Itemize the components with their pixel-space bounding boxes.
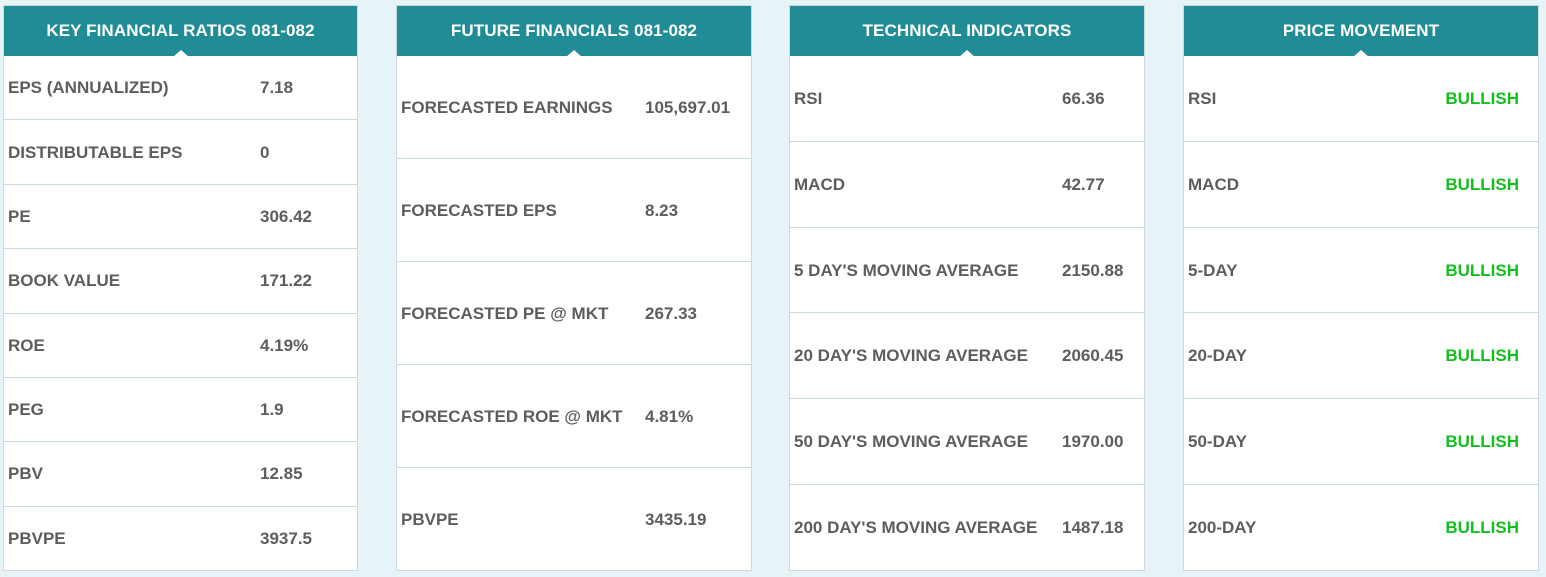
row-value: 4.81% <box>645 406 694 426</box>
list-item: PEG 1.9 <box>4 376 357 441</box>
row-value: 7.18 <box>260 78 294 98</box>
row-label: 50 DAY'S MOVING AVERAGE <box>794 432 1028 452</box>
bullish-status: BULLISH <box>1445 260 1519 280</box>
card-header: TECHNICAL INDICATORS <box>790 6 1144 57</box>
card-title: FUTURE FINANCIALS 081-082 <box>450 21 698 40</box>
row-value: 66.36 <box>1062 88 1105 108</box>
row-label: ROE <box>8 335 45 355</box>
header-notch <box>172 50 189 57</box>
list-item: PBVPE 3435.19 <box>397 467 751 570</box>
list-item: BOOK VALUE 171.22 <box>4 248 357 312</box>
row-label: PBV <box>8 464 43 484</box>
row-label: MACD <box>1188 174 1239 194</box>
row-value: 1487.18 <box>1062 518 1124 538</box>
row-label: 5 DAY'S MOVING AVERAGE <box>794 260 1019 280</box>
card-title: PRICE MOVEMENT <box>1282 21 1440 40</box>
row-label: FORECASTED PE @ MKT <box>401 303 609 323</box>
bullish-status: BULLISH <box>1445 432 1519 452</box>
list-item: RSI 66.36 <box>790 56 1144 141</box>
bullish-status: BULLISH <box>1445 88 1519 108</box>
list-item: 20 DAY'S MOVING AVERAGE 2060.45 <box>790 312 1144 398</box>
list-item: 200-DAY BULLISH <box>1184 484 1538 570</box>
key-financial-ratios-card: KEY FINANCIAL RATIOS 081-082 EPS (ANNUAL… <box>3 5 358 571</box>
list-item: EPS (ANNUALIZED) 7.18 <box>4 56 357 119</box>
card-header: PRICE MOVEMENT <box>1184 6 1538 57</box>
row-label: PE <box>8 206 31 226</box>
card-header: KEY FINANCIAL RATIOS 081-082 <box>4 6 357 57</box>
bullish-status: BULLISH <box>1445 346 1519 366</box>
row-value: 2060.45 <box>1062 346 1124 366</box>
row-label: 200 DAY'S MOVING AVERAGE <box>794 518 1038 538</box>
row-label: PEG <box>8 400 44 420</box>
row-value: 1970.00 <box>1062 432 1124 452</box>
list-item: DISTRIBUTABLE EPS 0 <box>4 119 357 183</box>
list-item: RSI BULLISH <box>1184 56 1538 141</box>
row-label: 20 DAY'S MOVING AVERAGE <box>794 346 1028 366</box>
list-item: 20-DAY BULLISH <box>1184 312 1538 398</box>
list-item: FORECASTED PE @ MKT 267.33 <box>397 261 751 364</box>
list-item: PBV 12.85 <box>4 441 357 505</box>
row-label: PBVPE <box>8 528 66 548</box>
row-value: 306.42 <box>260 206 312 226</box>
list-item: 5 DAY'S MOVING AVERAGE 2150.88 <box>790 226 1144 313</box>
list-item: ROE 4.19% <box>4 312 357 377</box>
row-value: 42.77 <box>1062 174 1105 194</box>
row-value: 3435.19 <box>645 509 707 529</box>
row-label: RSI <box>1188 88 1217 108</box>
row-label: FORECASTED EPS <box>401 200 557 220</box>
future-financials-card: FUTURE FINANCIALS 081-082 FORECASTED EAR… <box>396 5 752 571</box>
technical-indicators-list: RSI 66.36 MACD 42.77 5 DAY'S MOVING AVERAG… <box>790 56 1144 570</box>
list-item: 5-DAY BULLISH <box>1184 226 1538 313</box>
row-label: 50-DAY <box>1188 432 1247 452</box>
row-label: 5-DAY <box>1188 260 1238 280</box>
list-item: PE 306.42 <box>4 183 357 248</box>
row-value: 105,697.01 <box>645 97 731 117</box>
row-label: 20-DAY <box>1188 346 1247 366</box>
row-label: FORECASTED ROE @ MKT <box>401 406 623 426</box>
list-item: 200 DAY'S MOVING AVERAGE 1487.18 <box>790 484 1144 570</box>
list-item: PBVPE 3937.5 <box>4 505 357 570</box>
list-item: 50-DAY BULLISH <box>1184 398 1538 484</box>
row-label: DISTRIBUTABLE EPS <box>8 142 183 162</box>
card-title: TECHNICAL INDICATORS <box>862 21 1072 40</box>
row-label: PBVPE <box>401 509 459 529</box>
list-item: MACD 42.77 <box>790 140 1144 227</box>
list-item: FORECASTED EPS 8.23 <box>397 158 751 261</box>
row-value: 4.19% <box>260 335 309 355</box>
price-movement-list: RSI BULLISH MACD BULLISH 5-DAY BULLISH 20-D… <box>1184 56 1538 570</box>
row-value: 12.85 <box>260 464 303 484</box>
header-notch <box>1353 50 1369 57</box>
row-value: 171.22 <box>260 271 312 291</box>
row-label: MACD <box>794 174 845 194</box>
bullish-status: BULLISH <box>1445 518 1519 538</box>
price-movement-card: PRICE MOVEMENT RSI BULLISH MACD BULLISH 5-… <box>1183 5 1539 571</box>
row-value: 8.23 <box>645 200 679 220</box>
row-label: FORECASTED EARNINGS <box>401 97 613 117</box>
row-value: 1.9 <box>260 400 284 420</box>
header-notch <box>566 50 582 57</box>
row-label: RSI <box>794 88 823 108</box>
list-item: FORECASTED ROE @ MKT 4.81% <box>397 364 751 467</box>
future-financials-list: FORECASTED EARNINGS 105,697.01 FORECASTED… <box>397 56 751 570</box>
list-item: 50 DAY'S MOVING AVERAGE 1970.00 <box>790 398 1144 484</box>
list-item: MACD BULLISH <box>1184 140 1538 227</box>
card-header: FUTURE FINANCIALS 081-082 <box>397 6 751 57</box>
row-value: 267.33 <box>645 303 697 323</box>
row-value: 3937.5 <box>260 528 312 548</box>
bullish-status: BULLISH <box>1445 174 1519 194</box>
header-notch <box>959 50 975 57</box>
row-label: EPS (ANNUALIZED) <box>8 78 169 98</box>
row-label: 200-DAY <box>1188 518 1257 538</box>
technical-indicators-card: TECHNICAL INDICATORS RSI 66.36 MACD 42.77 … <box>789 5 1145 571</box>
row-value: 2150.88 <box>1062 260 1124 280</box>
ratios-list: EPS (ANNUALIZED) 7.18 DISTRIBUTABLE EPS 0 … <box>4 56 357 570</box>
row-label: BOOK VALUE <box>8 271 121 291</box>
list-item: FORECASTED EARNINGS 105,697.01 <box>397 56 751 158</box>
card-title: KEY FINANCIAL RATIOS 081-082 <box>46 21 315 40</box>
row-value: 0 <box>260 142 270 162</box>
